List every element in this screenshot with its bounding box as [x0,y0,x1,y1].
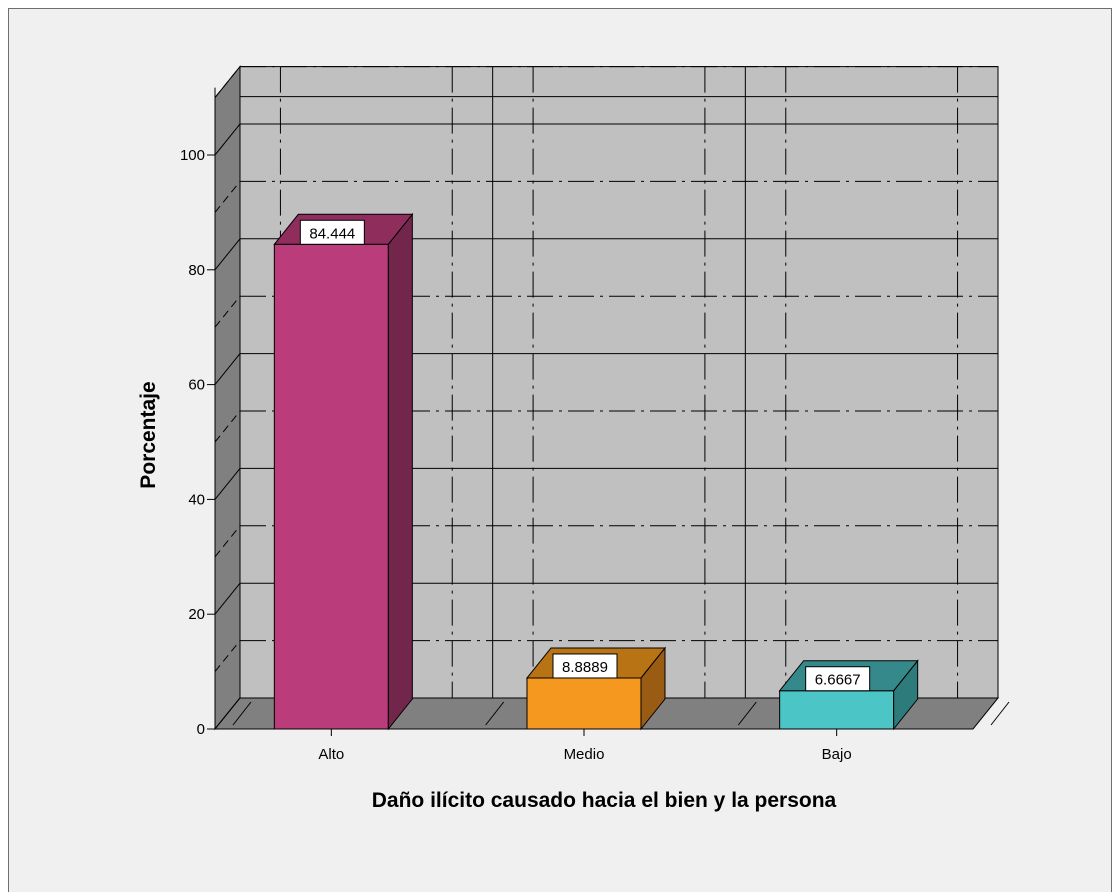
side-wall [214,65,241,731]
side-gridline [214,123,241,156]
side-gridline [214,181,241,213]
bar-chart: 0 20 40 60 80 100 84.444 8.8889 6.6667 Alto Medi… [137,65,1010,812]
data-label: 84.444 [309,225,355,242]
bar-side [387,212,413,731]
y-tick-label: 0 [197,721,205,738]
side-gridline [214,525,241,558]
y-tick-label: 80 [188,262,205,279]
floor-hatch [990,701,1010,726]
y-tick-label: 40 [188,491,205,508]
y-tick-label: 100 [180,147,205,164]
side-gridline [214,582,241,615]
side-gridline [214,353,241,385]
side-gridline [214,640,241,672]
data-label: 8.8889 [562,659,608,676]
x-axis-title: Daño ilícito causado hacia el bien y la … [372,789,837,812]
y-tick-label: 60 [188,377,205,394]
side-gridline [214,295,241,328]
y-tick-label: 20 [188,606,205,623]
data-labels: 84.444 8.8889 6.6667 [299,219,871,692]
y-axis-title: Porcentaje [137,381,160,488]
bar-front [273,243,389,730]
floor-hatch [737,701,757,726]
data-label-box [805,666,871,692]
x-tick-label: Medio [564,746,605,763]
data-label-box [299,219,365,245]
bar-front [779,690,895,730]
x-tick-label: Alto [318,746,344,763]
bars [273,212,919,731]
floor-hatch [232,701,252,726]
side-gridline [214,238,241,271]
x-axis: Alto Medio Bajo [318,729,852,763]
x-tick-label: Bajo [822,746,852,763]
floor-hatch [485,701,505,726]
y-axis: 0 20 40 60 80 100 [180,87,216,738]
side-gridline [214,410,241,443]
side-gridline [214,468,241,500]
bar-alto [273,212,414,731]
chart-frame: 0 20 40 60 80 100 84.444 8.8889 6.6667 Alto Medi… [8,8,1112,892]
side-gridline [214,66,241,98]
data-label-box [552,653,618,679]
data-label: 6.6667 [815,672,861,689]
bar-front [526,677,642,730]
